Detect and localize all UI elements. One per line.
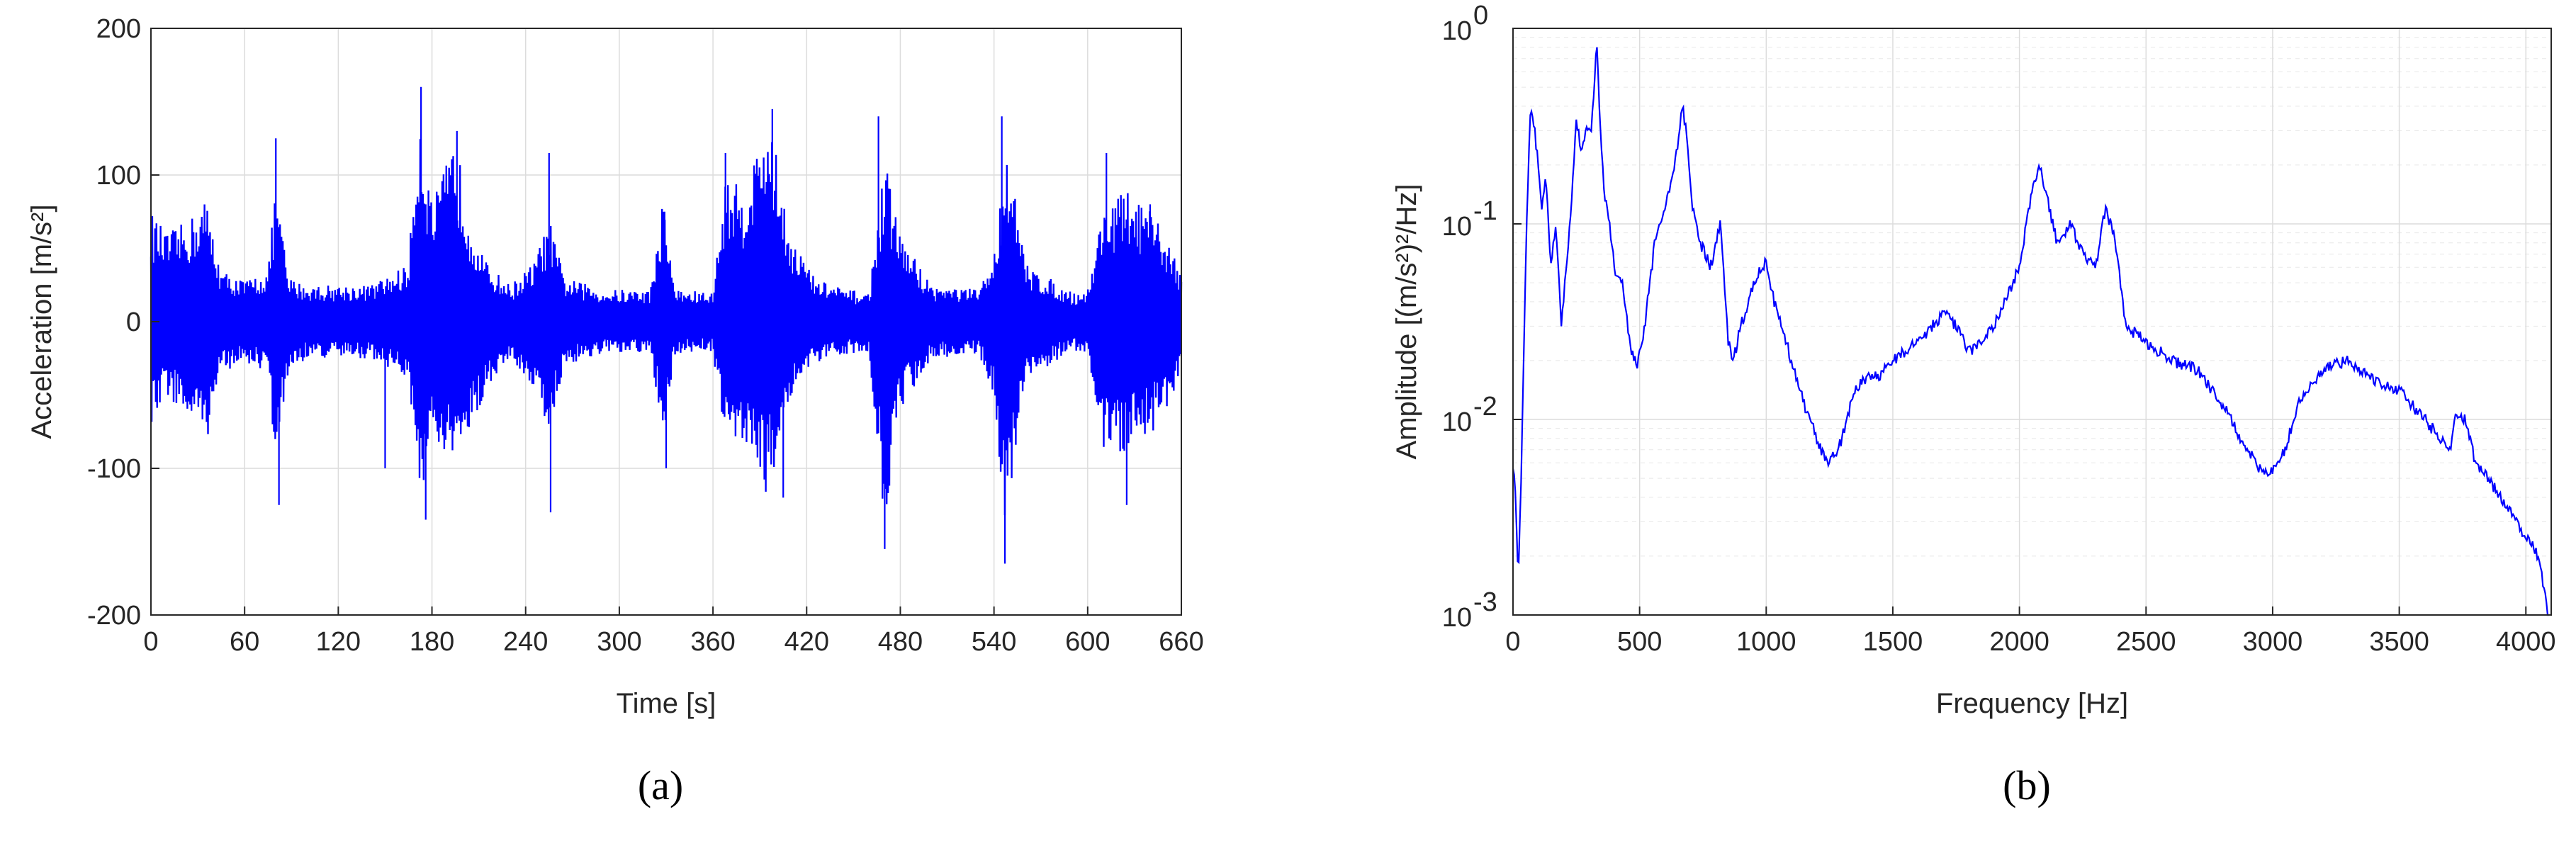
chart-a-x-tick-label: 600 xyxy=(1065,627,1110,657)
chart-a-x-tick-label: 0 xyxy=(143,627,158,657)
chart-a-x-tick-label: 660 xyxy=(1159,627,1203,657)
chart-a-x-ticks: 0 60 120 180 240 300 360 420 480 540 600 660 xyxy=(143,606,1204,657)
chart-b-x-ticks: 0 500 1000 1500 2000 2500 3000 3500 4000 xyxy=(1505,606,2556,657)
chart-a-x-axis-label: Time [s] xyxy=(617,688,716,719)
chart-a-x-tick-label: 240 xyxy=(503,627,548,657)
chart-a-y-ticks: 200 100 0 -100 -200 xyxy=(87,14,159,631)
chart-b-x-tick-label: 500 xyxy=(1617,627,1662,657)
chart-b: 0 500 1000 1500 2000 2500 3000 3500 4000 10010-1… xyxy=(1391,1,2556,808)
chart-a-y-axis-label: Acceleration [m/s²] xyxy=(26,204,57,439)
chart-b-x-tick-label: 1500 xyxy=(1863,627,1923,657)
chart-b-grid xyxy=(1512,28,2551,616)
chart-b-y-tick-label: 10 xyxy=(1442,212,1472,242)
chart-a-x-tick-label: 60 xyxy=(230,627,259,657)
chart-b-y-tick-label: 10 xyxy=(1442,16,1472,46)
chart-a-x-tick-label: 420 xyxy=(784,627,829,657)
chart-b-x-axis-label: Frequency [Hz] xyxy=(1936,688,2128,719)
chart-b-x-tick-label: 2000 xyxy=(1989,627,2049,657)
chart-a-caption: (a) xyxy=(638,762,683,808)
chart-a-y-tick-label: 0 xyxy=(126,307,141,337)
chart-a-x-tick-label: 540 xyxy=(972,627,1016,657)
chart-b-x-tick-label: 3500 xyxy=(2369,627,2429,657)
chart-b-x-tick-label: 2500 xyxy=(2116,627,2176,657)
chart-a-signal xyxy=(150,86,1183,564)
chart-a-x-tick-label: 120 xyxy=(316,627,361,657)
chart-b-spectrum-line xyxy=(1512,47,2550,616)
chart-a-x-tick-label: 480 xyxy=(878,627,923,657)
chart-b-x-tick-label: 4000 xyxy=(2496,627,2556,657)
chart-b-y-tick-label: 10 xyxy=(1442,407,1472,437)
chart-b-y-tick-exponent: 0 xyxy=(1473,1,1488,30)
chart-b-x-tick-label: 1000 xyxy=(1736,627,1796,657)
chart-b-x-tick-label: 3000 xyxy=(2243,627,2303,657)
chart-b-x-tick-label: 0 xyxy=(1505,627,1520,657)
chart-b-y-tick-label: 10 xyxy=(1442,603,1472,633)
chart-a-y-tick-label: -100 xyxy=(87,454,141,484)
chart-b-y-axis-label: Amplitude [(m/s²)²/Hz] xyxy=(1391,184,1422,460)
chart-a-y-tick-label: 100 xyxy=(96,161,141,191)
chart-a-x-tick-label: 180 xyxy=(410,627,454,657)
chart-b-y-tick-exponent: -2 xyxy=(1473,392,1497,422)
chart-a-y-tick-label: -200 xyxy=(87,601,141,631)
chart-b-frame xyxy=(1512,28,2552,616)
chart-a-signal-trace xyxy=(150,139,1183,516)
chart-b-y-tick-exponent: -3 xyxy=(1473,587,1497,617)
chart-a: 0 60 120 180 240 300 360 420 480 540 600 660 200 100… xyxy=(26,14,1204,808)
chart-b-y-tick-exponent: -1 xyxy=(1473,196,1497,226)
chart-a-y-tick-label: 200 xyxy=(96,14,141,44)
chart-b-caption: (b) xyxy=(2003,762,2051,808)
chart-a-x-tick-label: 300 xyxy=(597,627,641,657)
chart-a-x-tick-label: 360 xyxy=(690,627,735,657)
